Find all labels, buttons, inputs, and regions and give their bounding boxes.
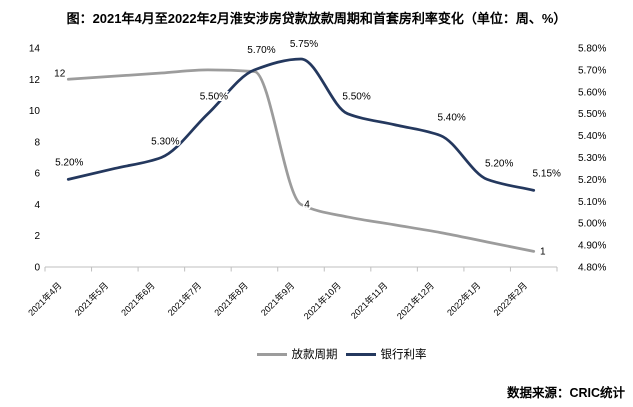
data-label: 12 <box>54 68 66 79</box>
y-axis-right-label: 5.00% <box>578 219 606 230</box>
x-axis-label: 2022年1月 <box>444 280 482 318</box>
data-label: 1 <box>540 246 546 257</box>
chart-canvas: 024681012144.80%4.90%5.00%5.10%5.20%5.30… <box>25 37 606 322</box>
series-line-loan-period <box>66 68 536 253</box>
y-axis-left-label: 6 <box>34 169 40 180</box>
y-axis-left-label: 12 <box>29 75 41 86</box>
x-axis-label: 2021年12月 <box>394 280 436 322</box>
y-axis-right-label: 5.10% <box>578 197 606 208</box>
data-label: 5.70% <box>247 45 275 56</box>
x-axis-label: 2021年8月 <box>212 280 250 318</box>
legend-item-loan-period: 放款周期 <box>256 346 338 362</box>
x-axis-label: 2022年2月 <box>491 280 529 318</box>
y-axis-right-label: 4.90% <box>578 241 606 252</box>
y-axis-right-label: 5.30% <box>578 153 606 164</box>
data-label: 5.75% <box>290 39 318 50</box>
loan-period-line-icon <box>256 352 287 356</box>
data-label: 5.15% <box>533 168 561 179</box>
y-axis-left-label: 0 <box>34 263 40 274</box>
y-axis-right-label: 5.20% <box>578 175 606 186</box>
y-axis-right-label: 5.40% <box>578 131 606 142</box>
x-axis-label: 2021年7月 <box>165 280 203 318</box>
legend-label-bank-rate: 银行利率 <box>380 349 427 361</box>
data-label: 5.20% <box>485 158 513 169</box>
x-axis-label: 2021年5月 <box>72 280 110 318</box>
bank-rate-line-icon <box>345 352 376 356</box>
data-label: 5.30% <box>151 137 179 148</box>
series-line-bank-rate <box>66 57 536 192</box>
x-axis-label: 2021年6月 <box>119 280 157 318</box>
y-axis-left-label: 2 <box>34 231 40 242</box>
chart-title: 图：2021年4月至2022年2月淮安涉房贷款放款周期和首套房利率变化（单位：周… <box>66 11 567 26</box>
legend-item-bank-rate: 银行利率 <box>345 346 427 362</box>
y-axis-right-label: 5.60% <box>578 87 606 98</box>
legend-label-loan-period: 放款周期 <box>291 349 338 361</box>
data-label: 5.50% <box>200 92 228 103</box>
data-label: 5.20% <box>55 157 83 168</box>
x-axis-label: 2021年9月 <box>258 280 296 318</box>
y-axis-left-label: 14 <box>29 44 41 55</box>
data-label: 5.50% <box>342 92 370 103</box>
x-axis-label: 2021年10月 <box>301 280 343 322</box>
data-source: 数据来源：CRIC统计 <box>506 386 625 400</box>
y-axis-left-label: 10 <box>29 106 41 117</box>
y-axis-right-label: 5.50% <box>578 109 606 120</box>
y-axis-right-label: 4.80% <box>578 263 606 274</box>
y-axis-left-label: 8 <box>34 137 40 148</box>
data-label: 5.40% <box>437 113 465 124</box>
y-axis-left-label: 4 <box>34 200 40 211</box>
x-axis-label: 2021年11月 <box>348 280 389 321</box>
x-axis-label: 2021年4月 <box>25 280 63 318</box>
y-axis-right-label: 5.70% <box>578 65 606 76</box>
legend: 放款周期 银行利率 <box>25 346 633 362</box>
data-label: 4 <box>304 199 310 210</box>
y-axis-right-label: 5.80% <box>578 44 606 55</box>
